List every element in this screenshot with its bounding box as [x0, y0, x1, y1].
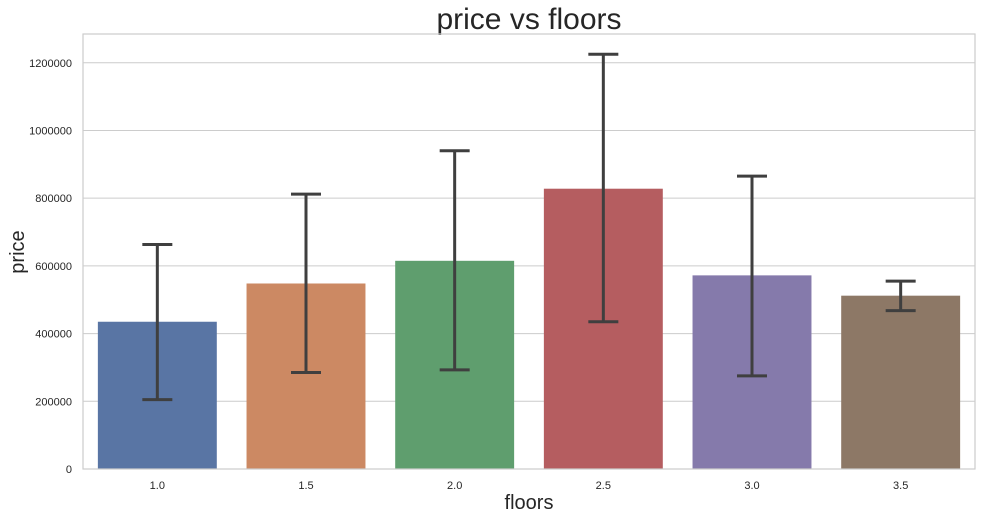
x-tick-label: 2.5	[596, 480, 611, 492]
error-bar-3.0	[737, 174, 767, 378]
x-tick-label: 3.0	[744, 480, 759, 492]
x-tick-label: 2.0	[447, 480, 462, 492]
error-bar-2.0	[439, 149, 470, 372]
y-tick-labels: 0 200000 400000 600000 800000 1000000 1200000	[29, 58, 72, 476]
y-tick-label: 800000	[35, 193, 72, 205]
y-tick-label: 1200000	[29, 58, 72, 70]
error-bar-1.5	[291, 192, 321, 375]
error-bar-2.5	[588, 52, 619, 324]
error-bar-3.5	[885, 279, 916, 313]
bar-3.5	[841, 295, 961, 469]
plot-frame	[82, 33, 976, 470]
bars	[97, 188, 961, 469]
chart-title: price vs floors	[436, 3, 621, 36]
y-tick-label: 400000	[35, 329, 72, 341]
error-bar-1.0	[142, 243, 173, 402]
y-gridlines	[83, 62, 975, 402]
x-tick-label: 1.5	[298, 480, 313, 492]
x-tick-label: 1.0	[150, 480, 165, 492]
y-axis-label: price	[7, 230, 29, 273]
x-tick-labels: 1.0 1.5 2.0 2.5 3.0 3.5	[150, 480, 909, 492]
y-tick-label: 600000	[35, 261, 72, 273]
y-tick-label: 1000000	[29, 125, 72, 137]
error-bars	[142, 52, 916, 402]
y-tick-label: 0	[66, 464, 72, 476]
x-axis-label: floors	[505, 492, 554, 514]
x-tick-label: 3.5	[893, 480, 908, 492]
y-tick-label: 200000	[35, 396, 72, 408]
